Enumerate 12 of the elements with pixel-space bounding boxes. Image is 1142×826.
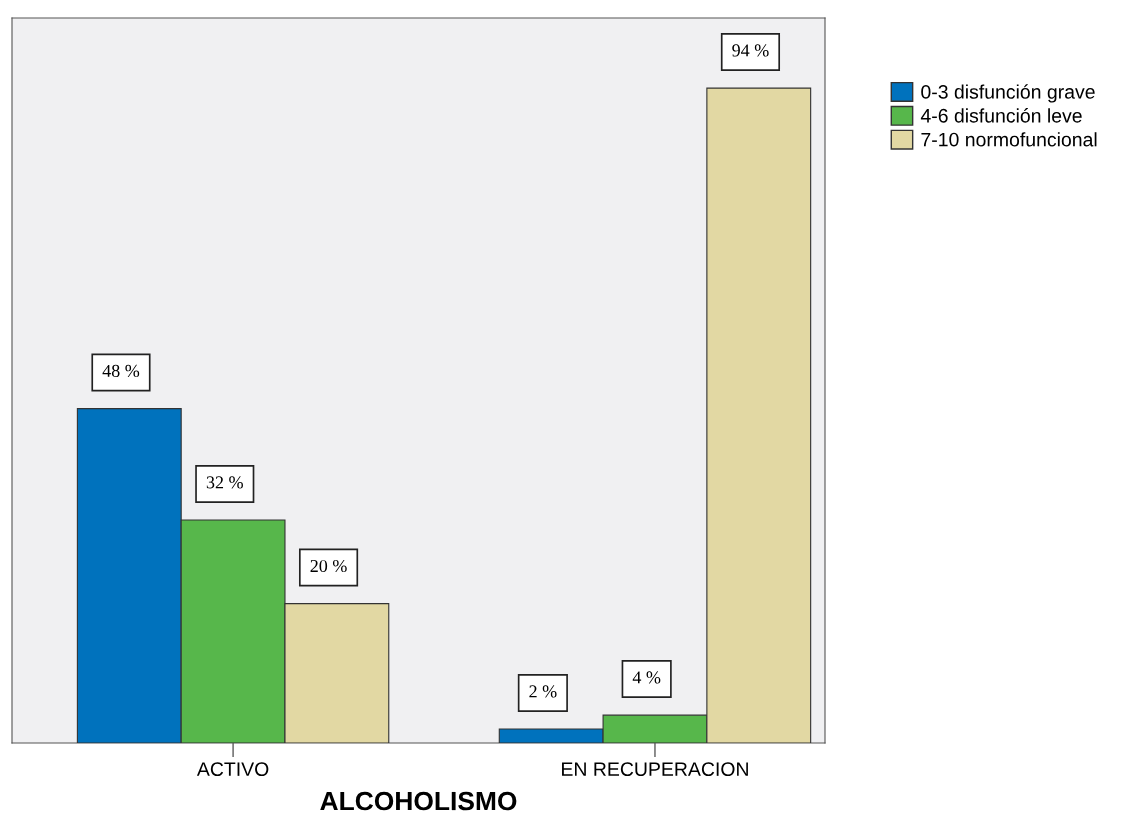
data-label: 2 % xyxy=(529,685,557,698)
data-label: 4 % xyxy=(632,671,661,684)
legend-label: 7-10 normofuncional xyxy=(921,132,1097,147)
data-label: 32 % xyxy=(206,476,243,489)
data-label: 48 % xyxy=(102,364,140,378)
x-tick-label: ACTIVO xyxy=(196,762,269,777)
x-tick-label: EN RECUPERACION xyxy=(562,762,748,777)
data-label: 20 % xyxy=(310,559,347,573)
legend-label: 4-6 disfunción leve xyxy=(920,108,1082,123)
legend-label: 0-3 disfunción grave xyxy=(921,84,1095,103)
data-label: 94 % xyxy=(732,44,769,57)
x-axis-title: ALCOHOLISMO xyxy=(320,791,517,811)
